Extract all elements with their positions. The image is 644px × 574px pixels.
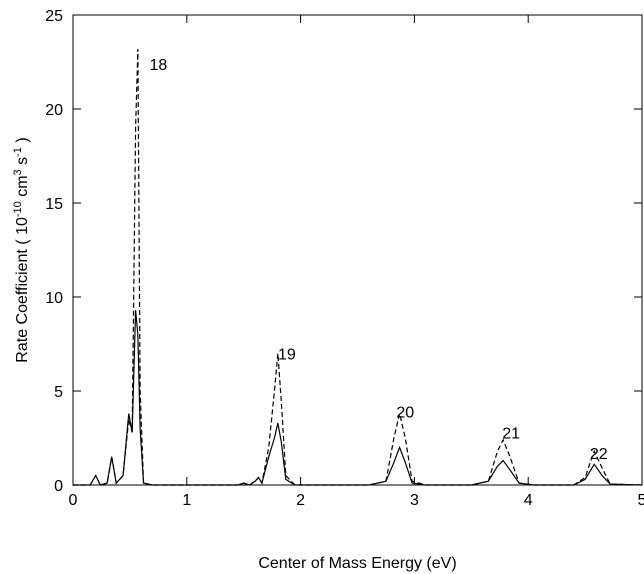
x-tick-label: 5 bbox=[638, 492, 644, 509]
y-tick-label: 0 bbox=[54, 478, 63, 495]
series-line bbox=[73, 310, 643, 486]
y-axis-label-part: cm bbox=[14, 175, 31, 201]
y-axis-label-part: s bbox=[14, 157, 31, 169]
y-tick-label: 20 bbox=[45, 102, 63, 119]
y-axis-label: Rate Coefficient ( 10-10 cm3 s-1 ) bbox=[12, 137, 31, 362]
x-tick-label: 2 bbox=[296, 492, 305, 509]
y-tick-label: 5 bbox=[54, 384, 63, 401]
y-axis-label-part: 3 bbox=[12, 169, 24, 175]
x-tick-label: 4 bbox=[524, 492, 533, 509]
y-axis-label-part: -10 bbox=[12, 201, 24, 217]
y-axis-label-part: ) bbox=[14, 137, 31, 147]
x-tick-label: 0 bbox=[69, 492, 78, 509]
x-axis-label: Center of Mass Energy (eV) bbox=[258, 555, 456, 572]
y-tick-label: 15 bbox=[45, 196, 63, 213]
plot-frame bbox=[72, 14, 643, 486]
x-tick-label: 1 bbox=[182, 492, 191, 509]
peak-label: 20 bbox=[396, 405, 414, 422]
y-tick-label: 10 bbox=[45, 290, 63, 307]
y-tick-label: 25 bbox=[45, 8, 63, 25]
y-axis-label-part: Rate Coefficient ( 10 bbox=[14, 217, 31, 363]
peak-label: 21 bbox=[502, 425, 520, 442]
peak-label: 18 bbox=[149, 57, 167, 74]
series-line bbox=[73, 48, 643, 486]
y-axis-label-part: -1 bbox=[12, 147, 24, 157]
peak-label: 22 bbox=[590, 446, 608, 463]
x-tick-label: 3 bbox=[410, 492, 419, 509]
peak-label: 19 bbox=[278, 346, 296, 363]
